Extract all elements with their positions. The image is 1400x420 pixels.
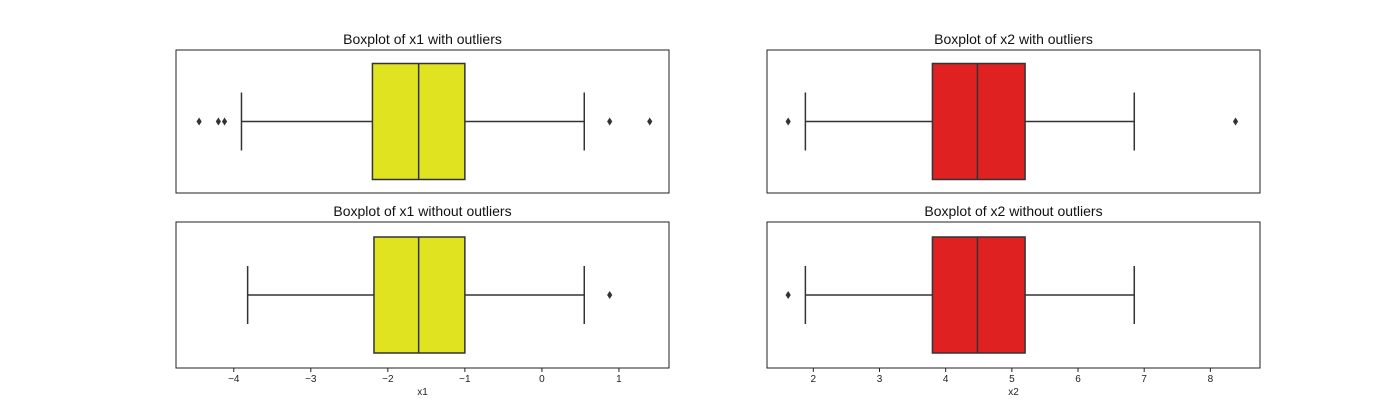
x-tick-label: 4 <box>943 374 949 385</box>
x-axis-label: x2 <box>1008 387 1019 398</box>
chart-panel-3: Boxplot of x1 without outliers −4 −3 −2 −1 0 1… <box>175 203 670 398</box>
chart-title: Boxplot of x1 with outliers <box>343 31 502 47</box>
x-tick-label: −2 <box>382 374 394 385</box>
outlier-point <box>785 291 791 299</box>
x-tick-label: 8 <box>1208 374 1214 385</box>
outlier-point <box>607 291 613 299</box>
x-tick-label: 7 <box>1141 374 1147 385</box>
chart-panel-2: Boxplot of x2 with outliers <box>766 31 1261 194</box>
iqr-box <box>931 62 1026 181</box>
x-tick-label: 6 <box>1075 374 1081 385</box>
iqr-box <box>373 236 466 354</box>
x-tick-label: 1 <box>616 374 622 385</box>
outlier-point <box>196 117 202 126</box>
chart-panel-4: Boxplot of x2 without outliers 2 3 4 5 6 7 8 x2 <box>766 203 1261 398</box>
x-tick-label: 3 <box>877 374 883 385</box>
x-tick-label: −3 <box>305 374 317 385</box>
outlier-point <box>221 117 228 126</box>
outlier-point <box>647 117 653 126</box>
outlier-point <box>607 117 613 126</box>
chart-title: Boxplot of x1 without outliers <box>333 203 511 219</box>
iqr-box <box>931 236 1026 354</box>
chart-title: Boxplot of x2 with outliers <box>934 31 1093 47</box>
x-tick-label: −4 <box>228 374 240 385</box>
outlier-point <box>785 117 791 126</box>
outlier-point <box>215 117 221 126</box>
chart-title: Boxplot of x2 without outliers <box>924 203 1102 219</box>
chart-panel-1: Boxplot of x1 with outliers <box>175 31 670 194</box>
x-tick-label: 2 <box>811 374 817 385</box>
x-axis-label: x1 <box>417 387 428 398</box>
outlier-point <box>1232 117 1239 126</box>
x-tick-label: 5 <box>1009 374 1015 385</box>
x-tick-label: 0 <box>539 374 545 385</box>
x-tick-label: −1 <box>459 374 471 385</box>
